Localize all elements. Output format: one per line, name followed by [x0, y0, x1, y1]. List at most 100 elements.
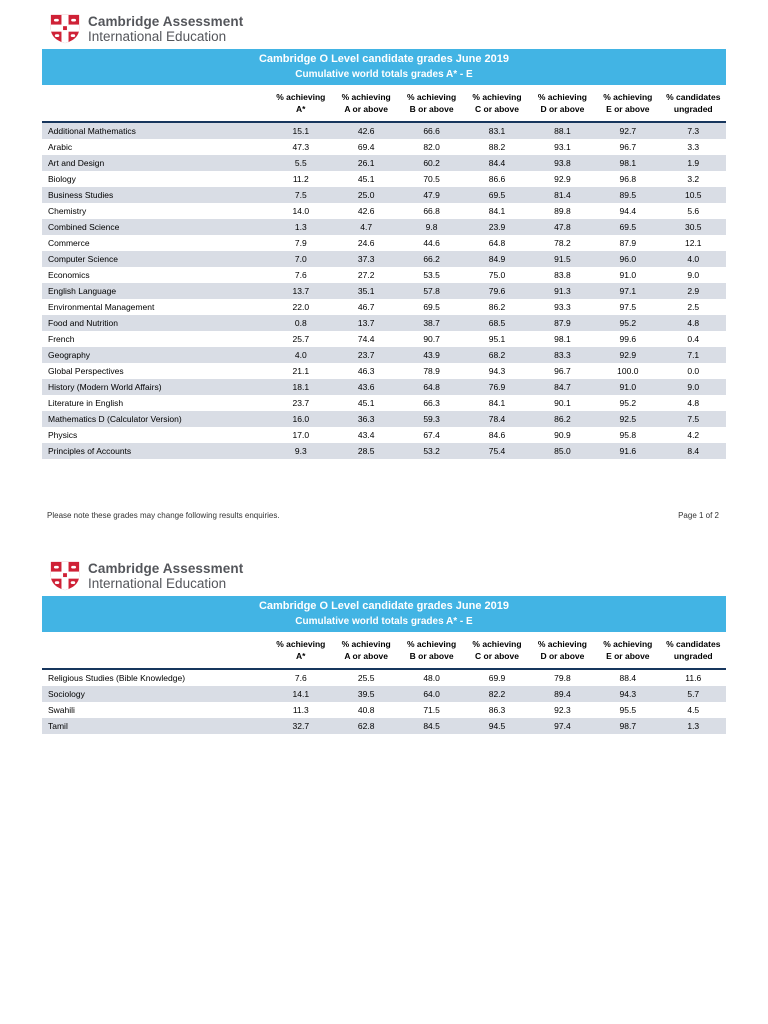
- table-row: Commerce 7.9 24.6 44.6 64.8 78.2 87.9 12.1: [42, 235, 726, 251]
- value-cell: 66.2: [423, 253, 440, 264]
- value-cell: 95.5: [619, 704, 637, 715]
- subject-cell: Principles of Accounts: [48, 445, 132, 456]
- value-cell: 17.0: [292, 429, 310, 440]
- value-cell: 36.3: [357, 413, 375, 424]
- report-title: Cambridge O Level candidate grades June …: [258, 53, 510, 65]
- value-cell: 91.0: [619, 381, 637, 392]
- value-cell: 4.2: [687, 429, 700, 440]
- value-cell: 57.8: [423, 285, 440, 296]
- value-cell: 66.6: [423, 125, 440, 136]
- value-cell: 43.9: [423, 349, 440, 360]
- value-cell: 30.5: [684, 221, 702, 232]
- subject-cell: Commerce: [48, 237, 90, 248]
- value-cell: 86.6: [488, 173, 506, 184]
- value-cell: 74.4: [357, 333, 375, 344]
- value-cell: 66.8: [423, 205, 440, 216]
- value-cell: 5.6: [687, 205, 700, 216]
- subject-cell: English Language: [48, 285, 117, 296]
- value-cell: 82.2: [488, 688, 506, 699]
- value-cell: 7.6: [294, 672, 307, 683]
- value-cell: 44.6: [423, 237, 440, 248]
- value-cell: 96.7: [554, 365, 571, 376]
- value-cell: 3.2: [687, 173, 700, 184]
- value-cell: 7.9: [294, 237, 307, 248]
- subject-cell: Additional Mathematics: [48, 125, 136, 136]
- subject-cell: Economics: [48, 269, 90, 280]
- table-body: Additional Mathematics 15.1 42.6 66.6 83.1 88…: [42, 121, 726, 459]
- value-cell: 75.4: [488, 445, 506, 456]
- grades-table-page1: % achieving A* % achieving A or above % achi…: [42, 85, 726, 459]
- value-cell: 2.9: [687, 285, 700, 296]
- subject-cell: Environmental Management: [48, 301, 155, 312]
- value-cell: 7.6: [294, 269, 307, 280]
- value-cell: 98.1: [554, 333, 571, 344]
- value-cell: 96.8: [619, 173, 637, 184]
- value-cell: 95.1: [488, 333, 506, 344]
- cambridge-shield-icon: [50, 14, 80, 44]
- value-cell: 60.2: [423, 157, 440, 168]
- value-cell: 94.3: [488, 365, 506, 376]
- value-cell: 53.5: [423, 269, 440, 280]
- value-cell: 11.6: [685, 672, 702, 683]
- value-cell: 3.3: [687, 141, 700, 152]
- value-cell: 47.3: [292, 141, 310, 152]
- value-cell: 87.9: [619, 237, 637, 248]
- value-cell: 25.0: [357, 189, 375, 200]
- value-cell: 4.7: [360, 221, 373, 232]
- value-cell: 4.0: [687, 253, 700, 264]
- table-row: Combined Science 1.3 4.7 9.8 23.9 47.8 69.5 30.…: [42, 218, 726, 235]
- value-cell: 24.6: [357, 237, 375, 248]
- subject-column-header: [42, 632, 268, 669]
- value-cell: 84.6: [488, 429, 506, 440]
- value-cell: 90.1: [554, 397, 571, 408]
- value-cell: 23.7: [357, 349, 375, 360]
- logo-text: Cambridge Assessment International Educa…: [88, 561, 243, 591]
- value-cell: 89.8: [554, 205, 571, 216]
- value-cell: 97.5: [619, 301, 637, 312]
- value-cell: 83.3: [554, 349, 571, 360]
- value-cell: 35.1: [357, 285, 375, 296]
- value-cell: 46.3: [357, 365, 375, 376]
- value-cell: 84.4: [488, 157, 506, 168]
- value-cell: 91.5: [554, 253, 571, 264]
- value-cell: 4.8: [687, 397, 700, 408]
- report-header-banner: Cambridge O Level candidate grades June …: [42, 596, 726, 632]
- value-cell: 10.5: [684, 189, 702, 200]
- cambridge-logo: Cambridge Assessment International Educa…: [50, 560, 768, 592]
- subject-cell: Business Studies: [48, 189, 114, 200]
- value-cell: 18.1: [292, 381, 310, 392]
- value-cell: 93.1: [554, 141, 571, 152]
- value-cell: 84.5: [423, 720, 440, 731]
- table-header-row: % achieving A* % achieving A or above % achi…: [42, 632, 726, 669]
- table-row: Principles of Accounts 9.3 28.5 53.2 75.4 85.…: [42, 442, 726, 459]
- value-cell: 79.8: [554, 672, 571, 683]
- value-cell: 11.2: [292, 173, 309, 184]
- subject-cell: French: [48, 333, 75, 344]
- table-row: English Language 13.7 35.1 57.8 79.6 91.3 97.1…: [42, 282, 726, 299]
- value-cell: 14.0: [292, 205, 310, 216]
- value-cell: 89.4: [554, 688, 571, 699]
- value-cell: 94.5: [488, 720, 506, 731]
- value-cell: 95.8: [619, 429, 637, 440]
- column-header: % achieving A*: [276, 92, 326, 115]
- column-header: % achieving D or above: [537, 92, 587, 115]
- value-cell: 90.9: [554, 429, 571, 440]
- value-cell: 88.1: [554, 125, 571, 136]
- subject-cell: Geography: [48, 349, 91, 360]
- value-cell: 59.3: [423, 413, 440, 424]
- table-row: Mathematics D (Calculator Version) 16.0 36…: [42, 410, 726, 427]
- table-row: Food and Nutrition 0.8 13.7 38.7 68.5 87.9 95.…: [42, 314, 726, 331]
- value-cell: 8.4: [687, 445, 700, 456]
- value-cell: 84.1: [488, 205, 506, 216]
- value-cell: 25.7: [292, 333, 310, 344]
- table-row: Physics 17.0 43.4 67.4 84.6 90.9 95.8 4.2: [42, 427, 726, 443]
- value-cell: 42.6: [357, 125, 375, 136]
- value-cell: 37.3: [357, 253, 375, 264]
- value-cell: 69.5: [423, 301, 440, 312]
- value-cell: 45.1: [357, 173, 375, 184]
- value-cell: 1.3: [687, 720, 700, 731]
- value-cell: 68.5: [488, 317, 506, 328]
- subject-cell: Mathematics D (Calculator Version): [48, 413, 182, 424]
- value-cell: 92.5: [619, 413, 637, 424]
- value-cell: 90.7: [423, 333, 440, 344]
